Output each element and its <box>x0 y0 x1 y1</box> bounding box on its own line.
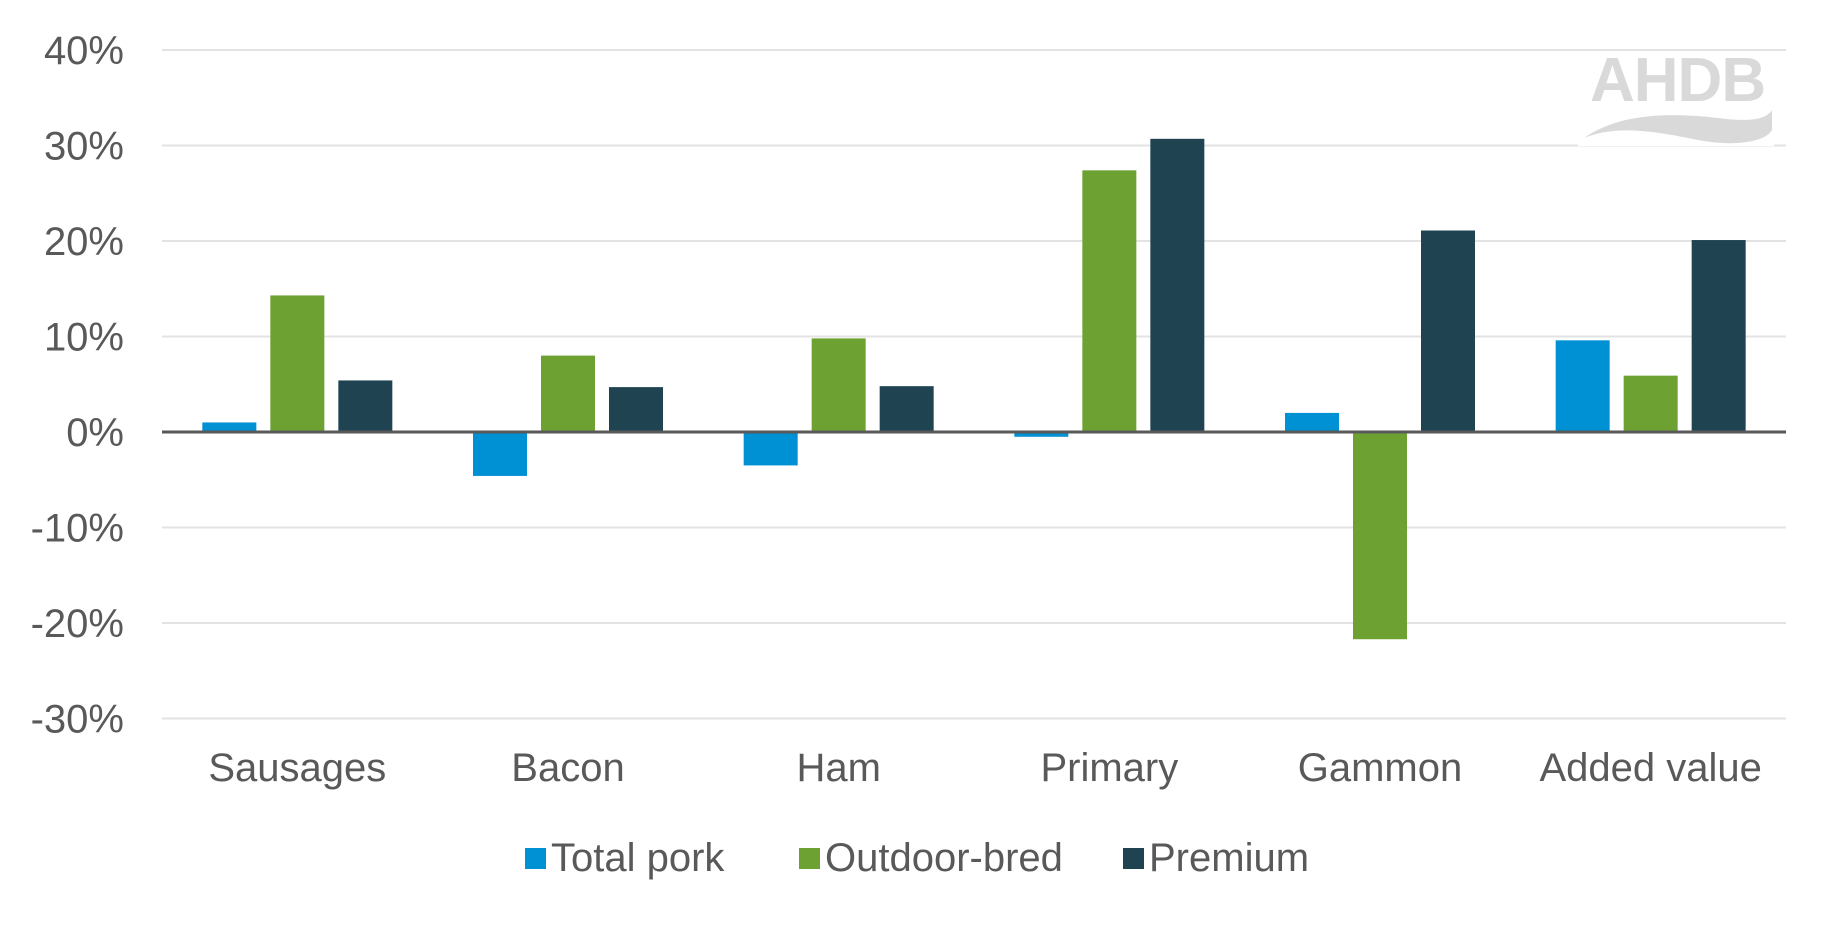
x-category-label: Ham <box>796 746 880 790</box>
bar-total-pork-gammon <box>1285 412 1339 432</box>
bar-outdoor-bred-sausages <box>270 295 325 432</box>
chart-legend: Total pork Outdoor-bred Premium <box>0 836 1837 880</box>
bar-outdoor-bred-bacon <box>541 355 595 432</box>
y-axis-labels: 40% 30% 20% 10% 0% -10% -20% -30% <box>31 29 124 742</box>
bar-premium-ham <box>879 386 934 432</box>
ahdb-logo: AHDB <box>1578 50 1774 146</box>
legend-swatch-premium <box>1123 847 1144 869</box>
y-tick-label: 20% <box>44 220 124 264</box>
bar-outdoor-bred-primary <box>1082 170 1137 432</box>
y-tick-label: 30% <box>44 125 124 169</box>
y-tick-label: -20% <box>31 602 124 646</box>
x-axis-labels: Sausages Bacon Ham Primary Gammon Added value <box>208 746 1761 790</box>
bar-total-pork-sausages <box>202 422 257 432</box>
legend-item-premium: Premium <box>1123 836 1309 880</box>
legend-label: Total pork <box>551 836 725 880</box>
bars <box>202 138 1746 640</box>
x-category-label: Bacon <box>511 746 624 790</box>
bar-outdoor-bred-added-value <box>1623 375 1678 432</box>
bar-total-pork-bacon <box>473 432 527 476</box>
gridlines <box>162 49 1786 720</box>
y-tick-label: -10% <box>31 507 124 551</box>
logo-text: AHDB <box>1590 46 1766 115</box>
bar-outdoor-bred-ham <box>811 338 866 432</box>
bar-premium-sausages <box>338 380 393 432</box>
y-tick-label: 40% <box>44 29 124 73</box>
y-tick-label: 10% <box>44 316 124 360</box>
bar-total-pork-primary <box>1014 432 1069 437</box>
bar-premium-primary <box>1150 138 1205 432</box>
bar-total-pork-added-value <box>1555 340 1610 432</box>
bar-outdoor-bred-gammon <box>1353 432 1407 640</box>
y-tick-label: -30% <box>31 698 124 742</box>
logo-swoosh-icon <box>1584 110 1772 144</box>
legend-item-outdoor-bred: Outdoor-bred <box>799 836 1063 880</box>
x-category-label: Gammon <box>1298 746 1463 790</box>
bar-total-pork-ham <box>743 432 798 466</box>
x-category-label: Sausages <box>208 746 386 790</box>
legend-label: Outdoor-bred <box>825 836 1063 880</box>
bar-premium-gammon <box>1421 230 1475 432</box>
x-category-label: Primary <box>1040 746 1178 790</box>
legend-swatch-total-pork <box>525 847 546 869</box>
legend-swatch-outdoor-bred <box>799 847 820 869</box>
legend-label: Premium <box>1149 836 1310 880</box>
bar-premium-bacon <box>609 387 663 432</box>
bar-premium-added-value <box>1691 240 1746 432</box>
x-category-label: Added value <box>1539 746 1761 790</box>
y-tick-label: 0% <box>66 411 124 455</box>
legend-item-total-pork: Total pork <box>525 836 724 880</box>
